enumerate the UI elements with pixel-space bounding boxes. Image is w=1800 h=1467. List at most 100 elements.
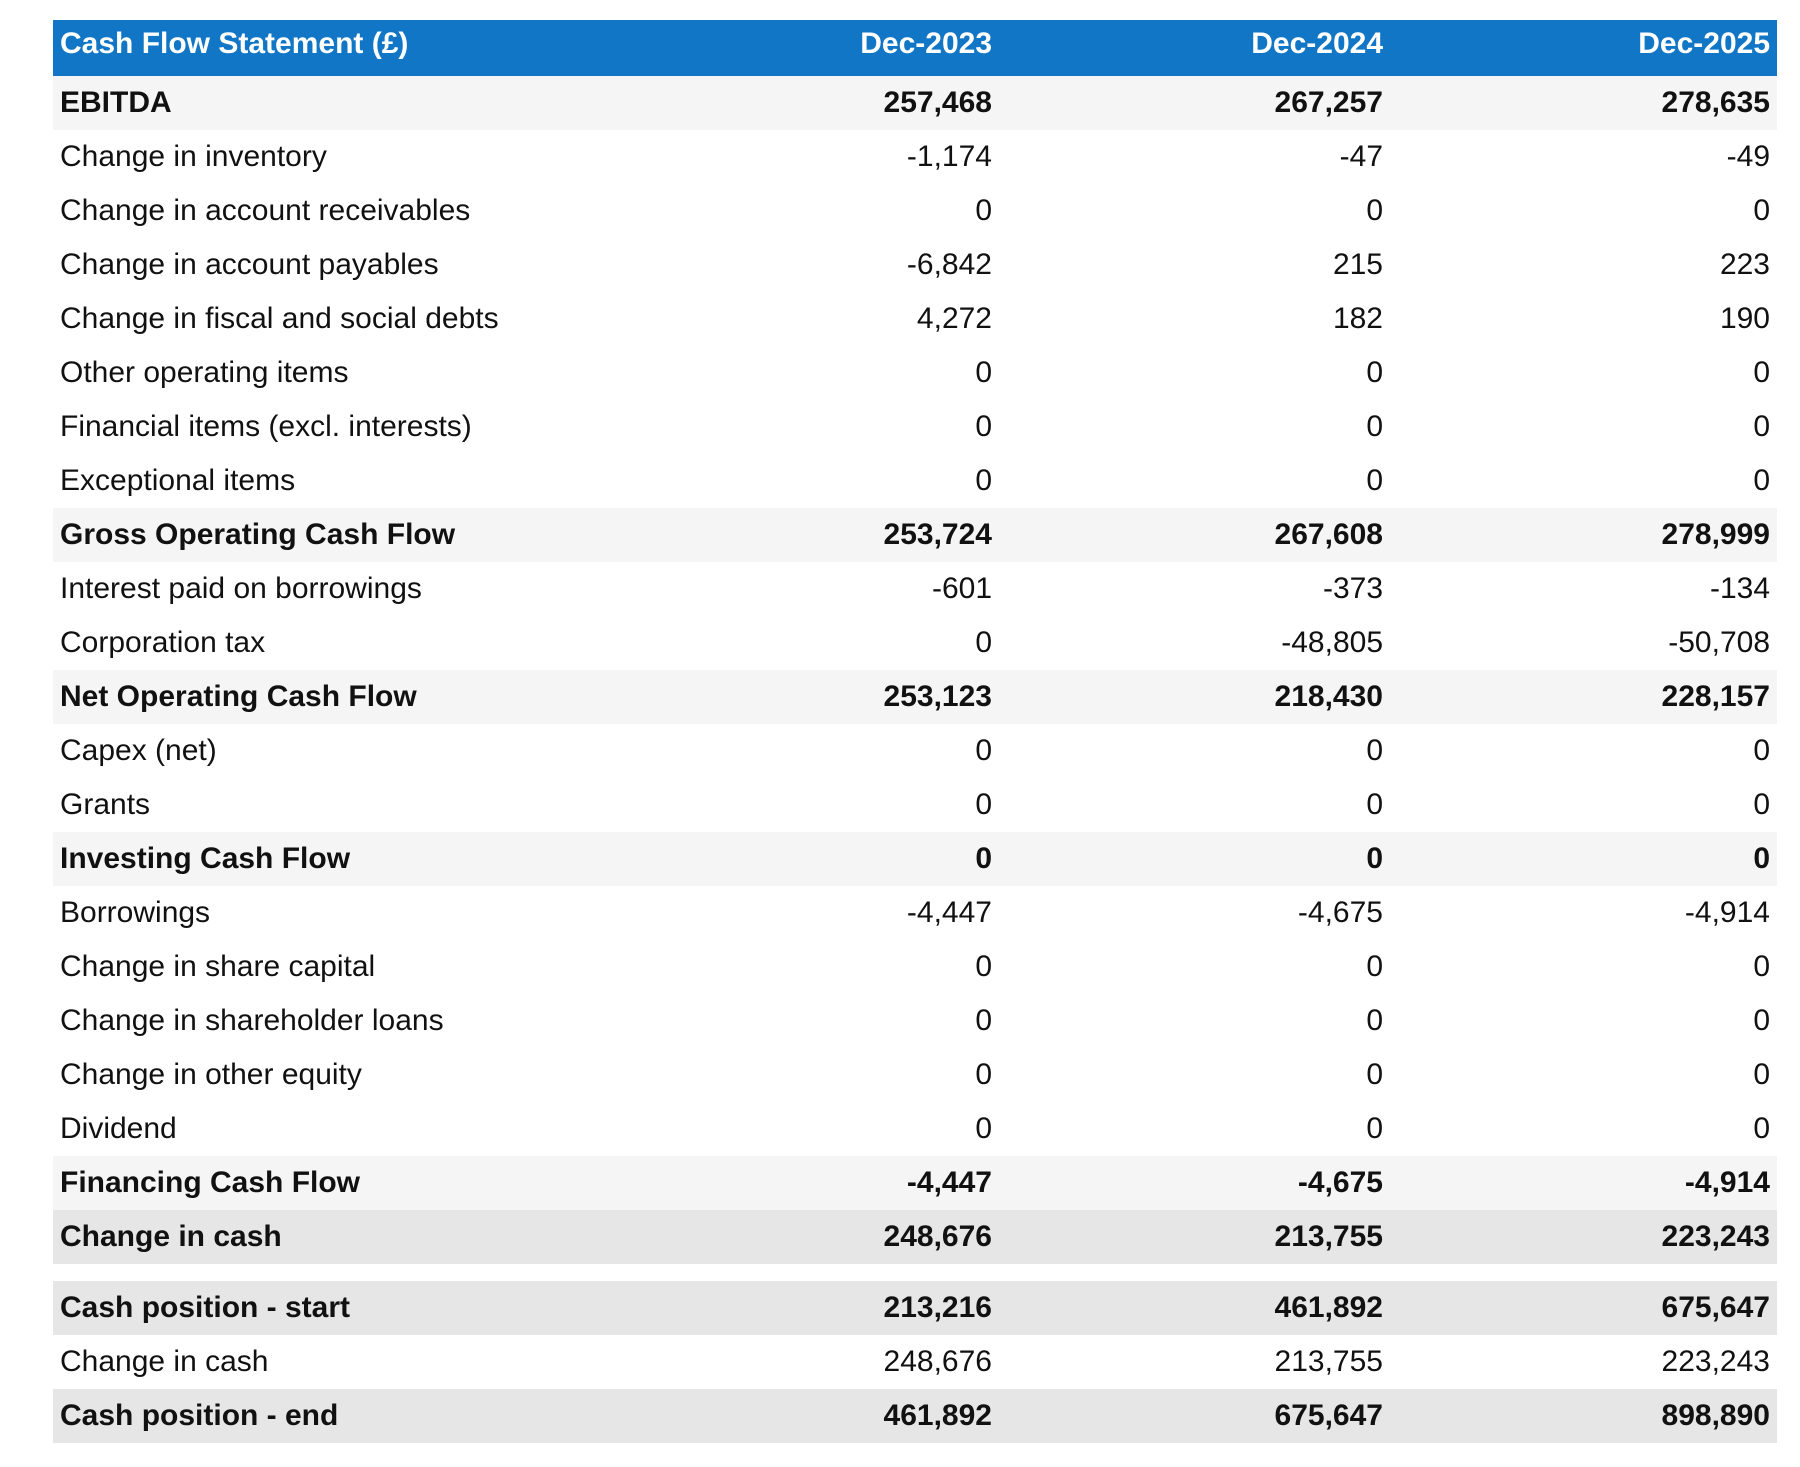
cell-value: 0 bbox=[1753, 1058, 1770, 1091]
cell-value: -373 bbox=[1322, 572, 1383, 605]
cell-value: 0 bbox=[1366, 1004, 1383, 1037]
cell-value: 267,608 bbox=[1274, 518, 1383, 551]
table-row: Borrowings -4,447 -4,675 -4,914 bbox=[53, 886, 1777, 940]
table-row: Capex (net) 0 0 0 bbox=[53, 724, 1777, 778]
cell-value: 461,892 bbox=[1274, 1291, 1383, 1324]
cell-value: 0 bbox=[1753, 734, 1770, 767]
table-row: Cash position - end 461,892 675,647 898,890 bbox=[53, 1389, 1777, 1443]
cell-value: 0 bbox=[975, 626, 992, 659]
row-label: Interest paid on borrowings bbox=[60, 572, 422, 605]
table-row: Change in shareholder loans 0 0 0 bbox=[53, 994, 1777, 1048]
row-label: Investing Cash Flow bbox=[60, 842, 351, 875]
cell-value: 0 bbox=[975, 1004, 992, 1037]
cell-value: -4,675 bbox=[1297, 896, 1383, 929]
row-label: Change in cash bbox=[60, 1220, 282, 1253]
table-row: EBITDA 257,468 267,257 278,635 bbox=[53, 76, 1777, 130]
row-label: EBITDA bbox=[60, 86, 172, 119]
row-label: Change in account payables bbox=[60, 248, 439, 281]
row-label: Change in inventory bbox=[60, 140, 327, 173]
cell-value: -134 bbox=[1709, 572, 1770, 605]
cell-value: 213,216 bbox=[883, 1291, 992, 1324]
row-label: Financing Cash Flow bbox=[60, 1166, 361, 1199]
table-row: Other operating items 0 0 0 bbox=[53, 346, 1777, 400]
cell-value: 0 bbox=[1366, 842, 1383, 875]
cell-value: 223,243 bbox=[1661, 1345, 1770, 1378]
cell-value: 0 bbox=[975, 734, 992, 767]
cell-value: 0 bbox=[1753, 1112, 1770, 1145]
cell-value: 675,647 bbox=[1661, 1291, 1770, 1324]
table-row: Change in inventory -1,174 -47 -49 bbox=[53, 130, 1777, 184]
cell-value: 0 bbox=[975, 1112, 992, 1145]
cell-value: 4,272 bbox=[916, 302, 992, 335]
table-row: Change in account payables -6,842 215 223 bbox=[53, 238, 1777, 292]
table-row: Gross Operating Cash Flow 253,724 267,608 2… bbox=[53, 508, 1777, 562]
cell-value: -49 bbox=[1726, 140, 1770, 173]
row-label: Financial items (excl. interests) bbox=[60, 410, 472, 443]
cell-value: 0 bbox=[1366, 1058, 1383, 1091]
row-label: Change in other equity bbox=[60, 1058, 362, 1091]
cell-value: 0 bbox=[1366, 1112, 1383, 1145]
cell-value: -4,447 bbox=[906, 1166, 992, 1199]
table-row: Grants 0 0 0 bbox=[53, 778, 1777, 832]
cell-value: 278,999 bbox=[1661, 518, 1770, 551]
cell-value: -47 bbox=[1339, 140, 1383, 173]
row-label: Corporation tax bbox=[60, 626, 266, 659]
cell-value: 215 bbox=[1332, 248, 1383, 281]
cell-value: -4,675 bbox=[1297, 1166, 1383, 1199]
cell-value: 0 bbox=[975, 950, 992, 983]
table-row: Financial items (excl. interests) 0 0 0 bbox=[53, 400, 1777, 454]
row-label: Exceptional items bbox=[60, 464, 296, 497]
cell-value: 253,123 bbox=[883, 680, 992, 713]
cell-value: -6,842 bbox=[906, 248, 992, 281]
cell-value: 0 bbox=[1366, 356, 1383, 389]
cell-value: 0 bbox=[1753, 1004, 1770, 1037]
table-row: Corporation tax 0 -48,805 -50,708 bbox=[53, 616, 1777, 670]
cell-value: 0 bbox=[1753, 788, 1770, 821]
cell-value: 267,257 bbox=[1274, 86, 1383, 119]
cell-value: 0 bbox=[975, 464, 992, 497]
table-row: Net Operating Cash Flow 253,123 218,430 228… bbox=[53, 670, 1777, 724]
row-label: Change in shareholder loans bbox=[60, 1004, 444, 1037]
cash-position-table: Cash position - start 213,216 461,892 675,6… bbox=[53, 1281, 1777, 1443]
cell-value: 0 bbox=[1753, 356, 1770, 389]
cell-value: -4,914 bbox=[1684, 896, 1770, 929]
cell-value: 0 bbox=[975, 194, 992, 227]
cell-value: -1,174 bbox=[906, 140, 992, 173]
row-label: Grants bbox=[60, 788, 151, 821]
cell-value: 0 bbox=[1366, 410, 1383, 443]
cell-value: 0 bbox=[1366, 194, 1383, 227]
cell-value: -4,914 bbox=[1684, 1166, 1770, 1199]
row-label: Change in account receivables bbox=[60, 194, 471, 227]
cell-value: 190 bbox=[1719, 302, 1770, 335]
cell-value: -50,708 bbox=[1668, 626, 1770, 659]
table-row: Change in cash 248,676 213,755 223,243 bbox=[53, 1335, 1777, 1389]
table-row: Change in cash 248,676 213,755 223,243 bbox=[53, 1210, 1777, 1264]
row-label: Change in cash bbox=[60, 1345, 269, 1378]
cell-value: 257,468 bbox=[883, 86, 992, 119]
cell-value: 0 bbox=[1753, 410, 1770, 443]
table-row: Cash Flow Statement (£) Dec-2023 Dec-2024 D… bbox=[53, 20, 1777, 76]
row-label: Net Operating Cash Flow bbox=[60, 680, 417, 713]
cell-value: 0 bbox=[1753, 194, 1770, 227]
cell-value: 0 bbox=[1753, 464, 1770, 497]
row-label: Cash position - end bbox=[60, 1399, 339, 1432]
cell-value: 182 bbox=[1332, 302, 1383, 335]
row-label: Change in fiscal and social debts bbox=[60, 302, 499, 335]
cell-value: 0 bbox=[975, 1058, 992, 1091]
cell-value: 228,157 bbox=[1661, 680, 1770, 713]
row-label: Other operating items bbox=[60, 356, 349, 389]
cell-value: 461,892 bbox=[883, 1399, 992, 1432]
table-row: Change in share capital 0 0 0 bbox=[53, 940, 1777, 994]
cash-flow-table: Cash Flow Statement (£) Dec-2023 Dec-2024 D… bbox=[53, 20, 1777, 1264]
cell-value: 218,430 bbox=[1274, 680, 1383, 713]
table-row: Change in account receivables 0 0 0 bbox=[53, 184, 1777, 238]
cell-value: 213,755 bbox=[1274, 1220, 1383, 1253]
row-label: Borrowings bbox=[60, 896, 211, 929]
cell-value: 675,647 bbox=[1274, 1399, 1383, 1432]
table-row: Exceptional items 0 0 0 bbox=[53, 454, 1777, 508]
cell-value: -48,805 bbox=[1281, 626, 1383, 659]
row-label: Cash Flow Statement (£) bbox=[60, 27, 409, 60]
table-row: Change in fiscal and social debts 4,272 18… bbox=[53, 292, 1777, 346]
cell-value: 278,635 bbox=[1661, 86, 1770, 119]
cell-value: 0 bbox=[1366, 734, 1383, 767]
